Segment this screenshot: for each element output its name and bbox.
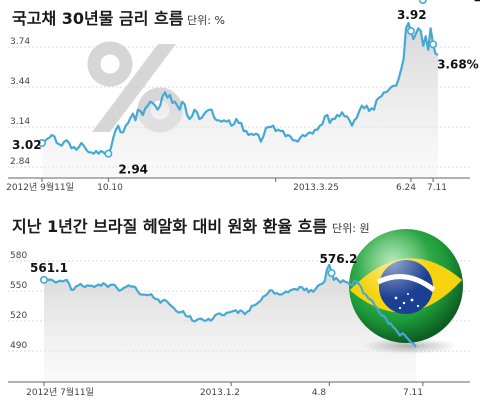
x-tick-label: 2012년 9월11일 (6, 181, 74, 193)
y-tick-label: 580 (10, 251, 27, 261)
rate-annotations: 3.02 2.94 3.92 3.68% (12, 8, 479, 177)
rate-chart-x-axis: 2012년 9월11일 10.10 2013.3.25 6.24 7.11 (6, 178, 447, 193)
rate-chart-title: 국고채 30년물 금리 흐름 (12, 9, 184, 28)
annotation-label: 3.92 (397, 8, 427, 22)
y-tick-label: 3.74 (10, 37, 30, 47)
x-tick-label: 2013.3.25 (293, 183, 339, 193)
rate-chart: 국고채 30년물 금리 흐름 단위: % 3.74 3.44 3.14 2.84 20… (6, 8, 479, 193)
annotation-label: 2.94 (118, 163, 148, 177)
rate-area (42, 23, 438, 178)
rate-chart-unit: 단위: % (187, 14, 225, 27)
x-tick-label: 4.8 (312, 388, 327, 398)
fx-annotations: 561.1 576.2 494.2원 (30, 0, 480, 284)
fx-series-line (43, 263, 417, 348)
fx-chart: 지난 1년간 브라질 헤알화 대비 원화 환율 흐름 단위: 원 5805505… (8, 0, 480, 398)
y-tick-label: 2.84 (10, 157, 30, 167)
y-tick-label: 3.44 (10, 77, 30, 87)
fx-area (44, 264, 416, 382)
x-tick-label: 7.11 (427, 183, 447, 193)
x-tick-label: 10.10 (97, 183, 123, 193)
fx-chart-title: 지난 1년간 브라질 헤알화 대비 원화 환율 흐름 (12, 217, 327, 236)
y-tick-label: 520 (10, 311, 27, 321)
fx-chart-unit: 단위: 원 (332, 222, 370, 235)
brazil-flag-globe-icon (349, 229, 463, 354)
annotation-marker (327, 268, 336, 277)
fx-chart-x-axis: 2012년 7월11일 2013.1.2 4.8 7.11 (26, 382, 424, 398)
y-tick-label: 490 (10, 341, 27, 351)
annotation-label: 494.2원 (435, 0, 480, 3)
annotation-marker (39, 275, 48, 284)
x-tick-label: 2012년 7월11일 (26, 386, 94, 398)
annotation-label: 3.02 (12, 138, 42, 152)
x-tick-label: 6.24 (396, 183, 416, 193)
y-tick-label: 3.14 (10, 117, 30, 127)
fx-chart-y-axis: 580 550 520 490 (10, 251, 27, 351)
y-tick-label: 550 (10, 281, 27, 291)
annotation-marker (429, 40, 438, 49)
rate-chart-y-axis: 3.74 3.44 3.14 2.84 (10, 37, 30, 167)
x-tick-label: 2013.1.2 (200, 388, 240, 398)
annotation-label: 3.68% (437, 57, 479, 71)
annotation-label: 576.2 (320, 252, 358, 266)
annotation-marker (406, 26, 415, 35)
x-tick-label: 7.11 (403, 388, 423, 398)
annotation-marker (418, 0, 427, 4)
annotation-marker (37, 139, 46, 148)
annotation-label: 561.1 (30, 261, 68, 275)
annotation-marker (104, 149, 113, 158)
